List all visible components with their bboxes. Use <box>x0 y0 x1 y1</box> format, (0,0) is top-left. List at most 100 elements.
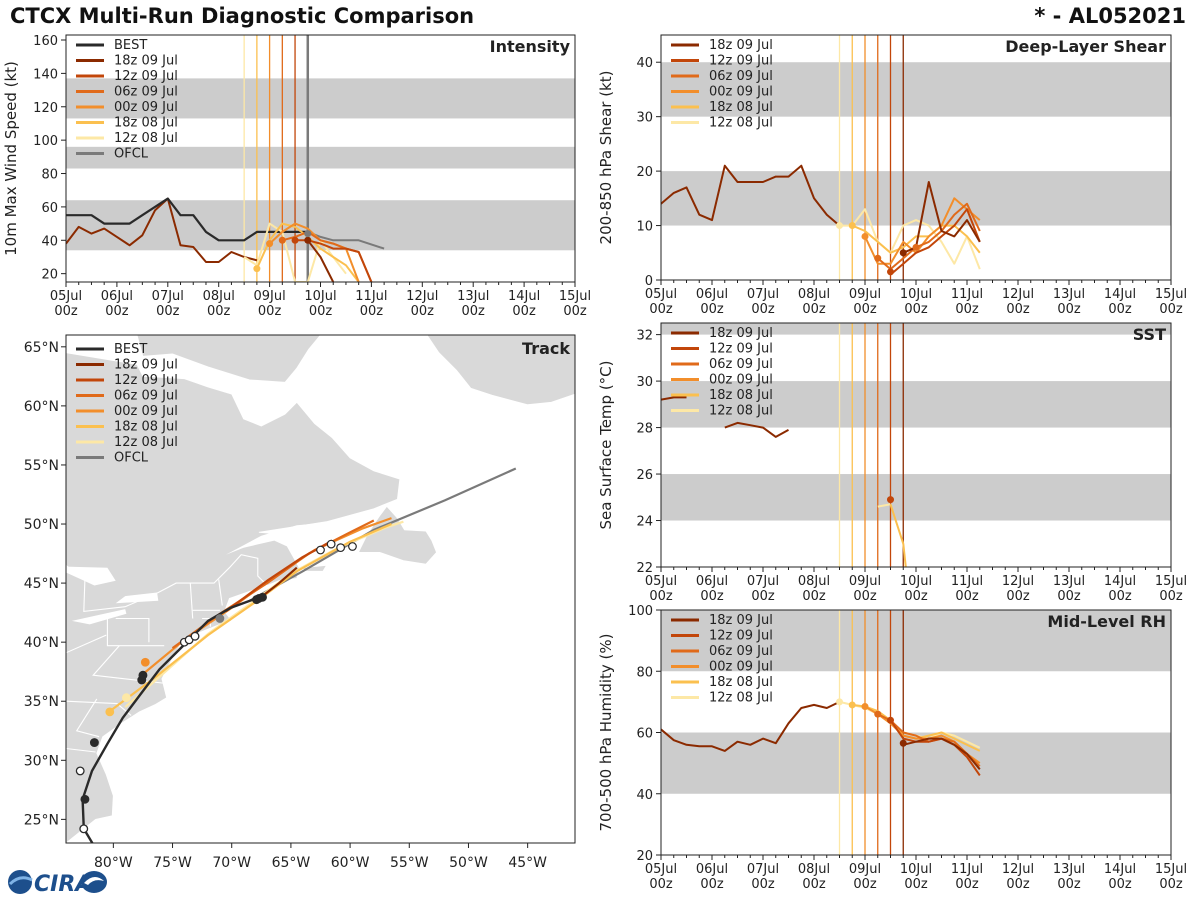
sst-ytick-label: 30 <box>636 375 653 390</box>
intensity-xtick-label: 11Jul <box>355 289 387 304</box>
legend-label: BEST <box>114 342 147 357</box>
shear-xtick-sub: 00z <box>1108 302 1132 317</box>
legend-label: 12z 09 Jul <box>709 54 773 69</box>
intensity-xtick-label: 06Jul <box>101 289 133 304</box>
track-best-marker-1 <box>80 794 90 804</box>
legend-label: 00z 09 Jul <box>709 85 773 100</box>
shear-series-2 <box>851 224 981 254</box>
rh-xtick-sub: 00z <box>1108 877 1132 892</box>
water-lake-1 <box>115 592 159 604</box>
intensity-panel: 05Jul00z06Jul00z07Jul00z08Jul00z09Jul00z… <box>2 34 591 319</box>
shear-xtick-sub: 00z <box>1159 302 1183 317</box>
track-xtick-label: 70°W <box>212 855 251 871</box>
shear-series-4 <box>877 202 981 271</box>
globe-icon <box>8 870 32 894</box>
shear-xtick-label: 14Jul <box>1104 287 1136 302</box>
sst-xtick-sub: 00z <box>649 589 673 604</box>
rh-panel: 05Jul00z06Jul00z07Jul00z08Jul00z09Jul00z… <box>597 604 1187 892</box>
shear-xtick-sub: 00z <box>1057 302 1081 317</box>
track-ytick-label: 65°N <box>24 340 59 356</box>
shear-xtick-sub: 00z <box>649 302 673 317</box>
rh-xtick-sub: 00z <box>1057 877 1081 892</box>
sst-ytick-label: 26 <box>636 468 653 483</box>
track-ytick-label: 25°N <box>24 812 59 828</box>
sst-ytick-label: 24 <box>636 515 653 530</box>
intensity-xtick-label: 10Jul <box>304 289 336 304</box>
track-ytick-label: 60°N <box>24 399 59 415</box>
shear-xtick-sub: 00z <box>853 302 877 317</box>
legend-label: 18z 08 Jul <box>114 116 178 131</box>
sst-plot <box>661 323 907 567</box>
sst-xtick-sub: 00z <box>1057 589 1081 604</box>
track-ytick-label: 30°N <box>24 753 59 769</box>
track-best-marker-2 <box>75 766 85 776</box>
shear-xtick-sub: 00z <box>700 302 724 317</box>
track-title: Track <box>522 339 570 358</box>
legend-label: 00z 09 Jul <box>114 404 178 419</box>
shear-band-1 <box>661 62 1171 117</box>
legend-label: 12z 09 Jul <box>114 373 178 388</box>
track-ytick-label: 40°N <box>24 635 59 651</box>
sst-xtick-sub: 00z <box>700 589 724 604</box>
border-9 <box>218 579 223 606</box>
rh-xtick-label: 15Jul <box>1155 862 1187 877</box>
intensity-marker-1 <box>266 240 274 248</box>
sst-ytick-label: 28 <box>636 422 653 437</box>
track-best-marker-5 <box>138 670 148 680</box>
shear-series-0 <box>661 164 841 227</box>
intensity-xtick-sub: 00z <box>411 304 435 319</box>
sst-marker-0 <box>887 496 894 504</box>
rh-ytick-label: 60 <box>636 727 653 742</box>
sst-xtick-sub: 00z <box>802 589 826 604</box>
sst-series-3 <box>889 503 907 567</box>
rh-plot <box>661 610 981 855</box>
shear-plot <box>661 35 981 280</box>
intensity-ytick-label: 40 <box>41 234 58 249</box>
intensity-band-2 <box>66 78 575 119</box>
rh-xtick-sub: 00z <box>1159 877 1183 892</box>
rh-ylabel: 700-500 hPa Humidity (%) <box>597 633 615 831</box>
shear-marker-5 <box>899 249 907 257</box>
rh-ytick-label: 40 <box>636 788 653 803</box>
sst-xtick-label: 10Jul <box>900 574 932 589</box>
track-ytick-label: 55°N <box>24 458 59 474</box>
legend-label: 12z 08 Jul <box>114 435 178 450</box>
track-fcst-marker-7 <box>105 707 115 717</box>
rh-xtick-label: 06Jul <box>696 862 728 877</box>
sst-band-1 <box>661 381 1171 428</box>
intensity-xtick-label: 15Jul <box>559 289 591 304</box>
intensity-xtick-label: 05Jul <box>50 289 82 304</box>
legend-label: 18z 09 Jul <box>709 326 773 341</box>
rh-xtick-label: 05Jul <box>645 862 677 877</box>
legend-label: 06z 09 Jul <box>114 389 178 404</box>
intensity-series-2 <box>66 197 308 242</box>
sst-xtick-label: 07Jul <box>747 574 779 589</box>
track-xtick-label: 75°W <box>153 855 192 871</box>
border-4 <box>75 698 100 738</box>
shear-panel: 05Jul00z06Jul00z07Jul00z08Jul00z09Jul00z… <box>597 34 1187 317</box>
rh-marker-5 <box>899 739 907 747</box>
border-1 <box>106 618 165 647</box>
legend-label: 18z 09 Jul <box>709 38 773 53</box>
sst-xtick-label: 09Jul <box>849 574 881 589</box>
intensity-xtick-label: 08Jul <box>203 289 235 304</box>
legend-label: 06z 09 Jul <box>709 357 773 372</box>
track-best-marker-0 <box>79 824 89 834</box>
intensity-marker-4 <box>304 236 312 244</box>
legend-label: 12z 08 Jul <box>709 691 773 706</box>
intensity-xtick-sub: 00z <box>54 304 78 319</box>
shear-series-5 <box>889 208 981 276</box>
track-ytick-label: 35°N <box>24 694 59 710</box>
intensity-xtick-sub: 00z <box>462 304 486 319</box>
rh-xtick-sub: 00z <box>751 877 775 892</box>
water-gulf-st-lawrence <box>225 521 359 555</box>
sst-series-0 <box>661 396 687 401</box>
shear-xtick-sub: 00z <box>751 302 775 317</box>
land-greenland <box>426 335 575 406</box>
shear-marker-1 <box>848 222 856 230</box>
legend-label: 12z 08 Jul <box>709 116 773 131</box>
land-baffin-island <box>136 335 322 383</box>
sst-ytick-label: 22 <box>636 561 653 576</box>
intensity-xtick-label: 07Jul <box>152 289 184 304</box>
sst-xtick-sub: 00z <box>853 589 877 604</box>
